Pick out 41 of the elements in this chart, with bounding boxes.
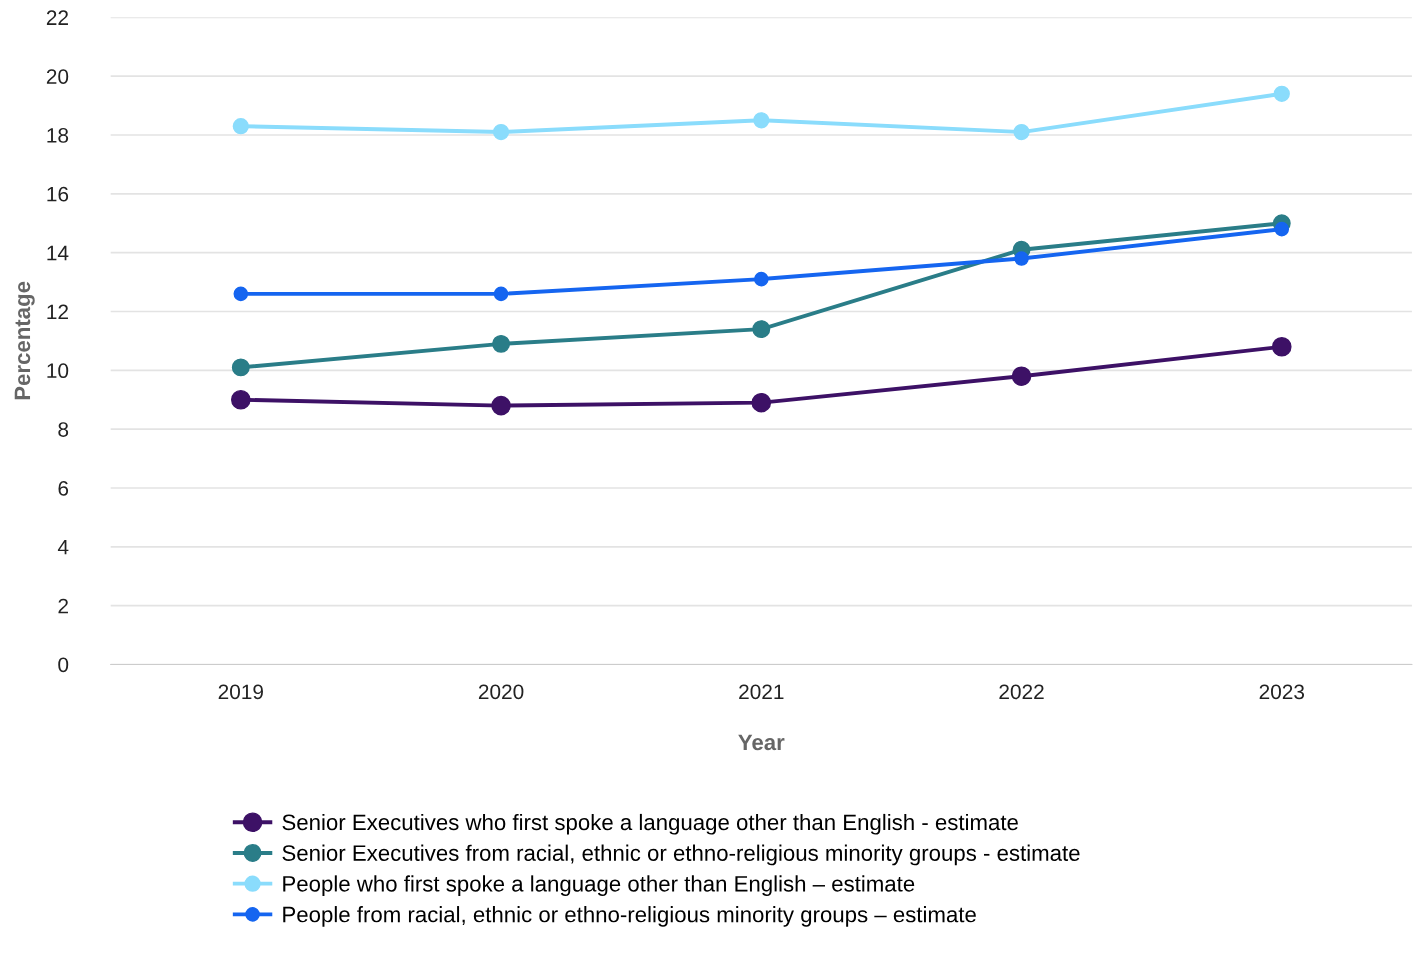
y-tick-label: 2 — [58, 598, 68, 614]
point — [231, 358, 250, 377]
x-axis-title: Year — [738, 734, 785, 751]
point — [752, 320, 771, 339]
y-tick-label: 8 — [58, 422, 69, 437]
legend-label: Senior Executives from racial, ethnic or ethno-religious minority groups - estimate — [282, 844, 1080, 866]
point — [233, 286, 249, 302]
point — [1271, 336, 1292, 357]
y-tick-label: 22 — [46, 10, 68, 25]
point — [1273, 85, 1290, 102]
y-tick-label: 18 — [47, 128, 69, 143]
legend-label: People who first spoke a language other than English – estimate — [283, 875, 915, 897]
point — [493, 286, 509, 302]
y-tick-label: 0 — [58, 657, 69, 673]
point — [1014, 251, 1029, 266]
x-tick-label: 2019 — [218, 684, 263, 700]
y-tick-label: 14 — [47, 245, 69, 261]
point — [232, 118, 249, 135]
point — [1011, 366, 1032, 386]
y-tick-label: 6 — [58, 480, 69, 496]
x-tick-label: 2023 — [1259, 684, 1305, 700]
y-axis-title: Percentage — [14, 281, 35, 400]
point — [753, 112, 770, 129]
point — [754, 271, 769, 287]
y-tick-label: 12 — [47, 304, 68, 320]
legend-label: Senior Executives who first spoke a language other than English - estimate — [282, 813, 1018, 835]
y-tick-label: 10 — [47, 363, 69, 379]
point — [1013, 123, 1030, 141]
point — [492, 123, 510, 141]
y-tick-label: 20 — [46, 69, 69, 84]
point — [231, 389, 251, 410]
x-tick-label: 2022 — [999, 684, 1044, 700]
x-tick-label: 2021 — [739, 684, 784, 700]
y-tick-label: 16 — [47, 186, 69, 202]
point — [491, 395, 511, 416]
y-tick-label: 4 — [57, 540, 69, 555]
point — [1274, 221, 1290, 237]
legend-label: People from racial, ethnic or ethno-religious minority groups – estimate — [283, 906, 976, 927]
point — [492, 334, 511, 353]
point — [751, 392, 772, 413]
x-tick-label: 2020 — [478, 684, 524, 700]
